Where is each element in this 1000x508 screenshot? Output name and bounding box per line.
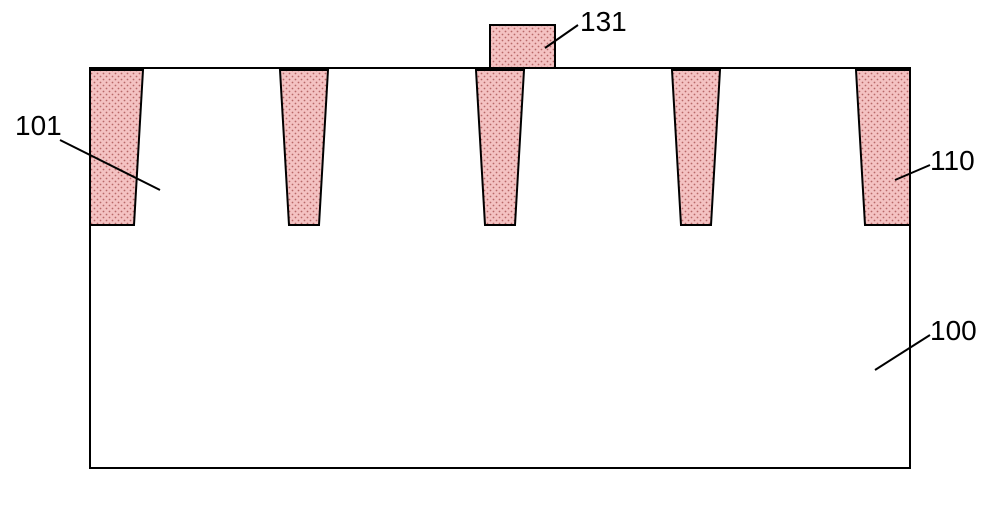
label-101: 101 xyxy=(15,110,62,142)
diagram-container xyxy=(0,0,1000,503)
label-131: 131 xyxy=(580,6,627,38)
diagram-svg xyxy=(0,0,1000,503)
label-110: 110 xyxy=(930,145,975,177)
label-100: 100 xyxy=(930,315,977,347)
